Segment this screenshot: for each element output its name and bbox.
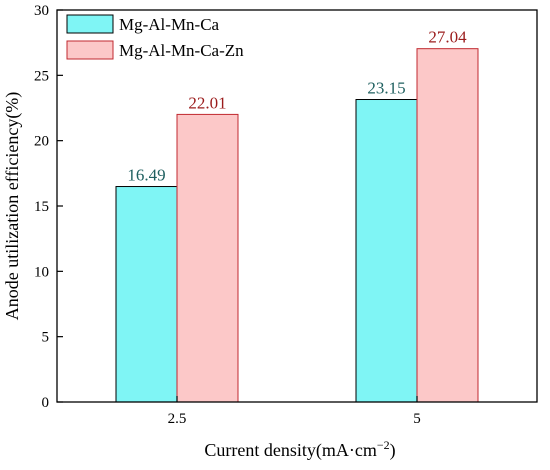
data-labels-group: 16.49 22.01 23.15 27.04	[127, 28, 467, 185]
data-label-series-1-cat-2: 23.15	[367, 79, 405, 98]
x-axis-ticks: 2.5 5	[168, 396, 421, 427]
x-axis-title-suffix: )	[390, 440, 396, 461]
y-tick-label: 5	[42, 330, 50, 346]
legend-label-series-2: Mg-Al-Mn-Ca-Zn	[119, 41, 244, 60]
bar-series-1-cat-1	[115, 186, 178, 403]
y-tick-label: 10	[34, 264, 49, 280]
x-axis-title-superscript: −2	[377, 438, 390, 452]
legend-label-series-1: Mg-Al-Mn-Ca	[119, 15, 220, 34]
legend-swatch-series-2	[66, 40, 114, 60]
bar-series-2-cat-1	[176, 113, 239, 403]
y-tick-label: 20	[34, 134, 49, 150]
bar-series-1-cat-2	[355, 99, 418, 403]
bars-group	[115, 48, 479, 403]
x-tick-label: 2.5	[168, 411, 187, 427]
y-tick-label: 15	[34, 199, 49, 215]
y-tick-label: 25	[34, 68, 49, 84]
y-axis-ticks: 0 5 10 15 20 25 30	[34, 3, 63, 411]
data-label-series-2-cat-1: 22.01	[188, 93, 226, 112]
data-label-series-1-cat-1: 16.49	[127, 166, 165, 185]
bar-series-2-cat-2	[416, 48, 479, 403]
legend: Mg-Al-Mn-Ca Mg-Al-Mn-Ca-Zn	[66, 14, 244, 60]
data-label-series-2-cat-2: 27.04	[428, 28, 467, 47]
y-tick-label: 30	[34, 3, 49, 19]
y-tick-label: 0	[42, 395, 50, 411]
legend-swatch-series-1	[66, 14, 114, 34]
x-axis-title-main: Current density(mA·cm	[204, 440, 376, 461]
y-axis-title: Anode utilization efficiency(%)	[2, 92, 23, 321]
x-axis-title: Current density(mA·cm−2)	[204, 438, 395, 461]
x-tick-label: 5	[413, 411, 421, 427]
